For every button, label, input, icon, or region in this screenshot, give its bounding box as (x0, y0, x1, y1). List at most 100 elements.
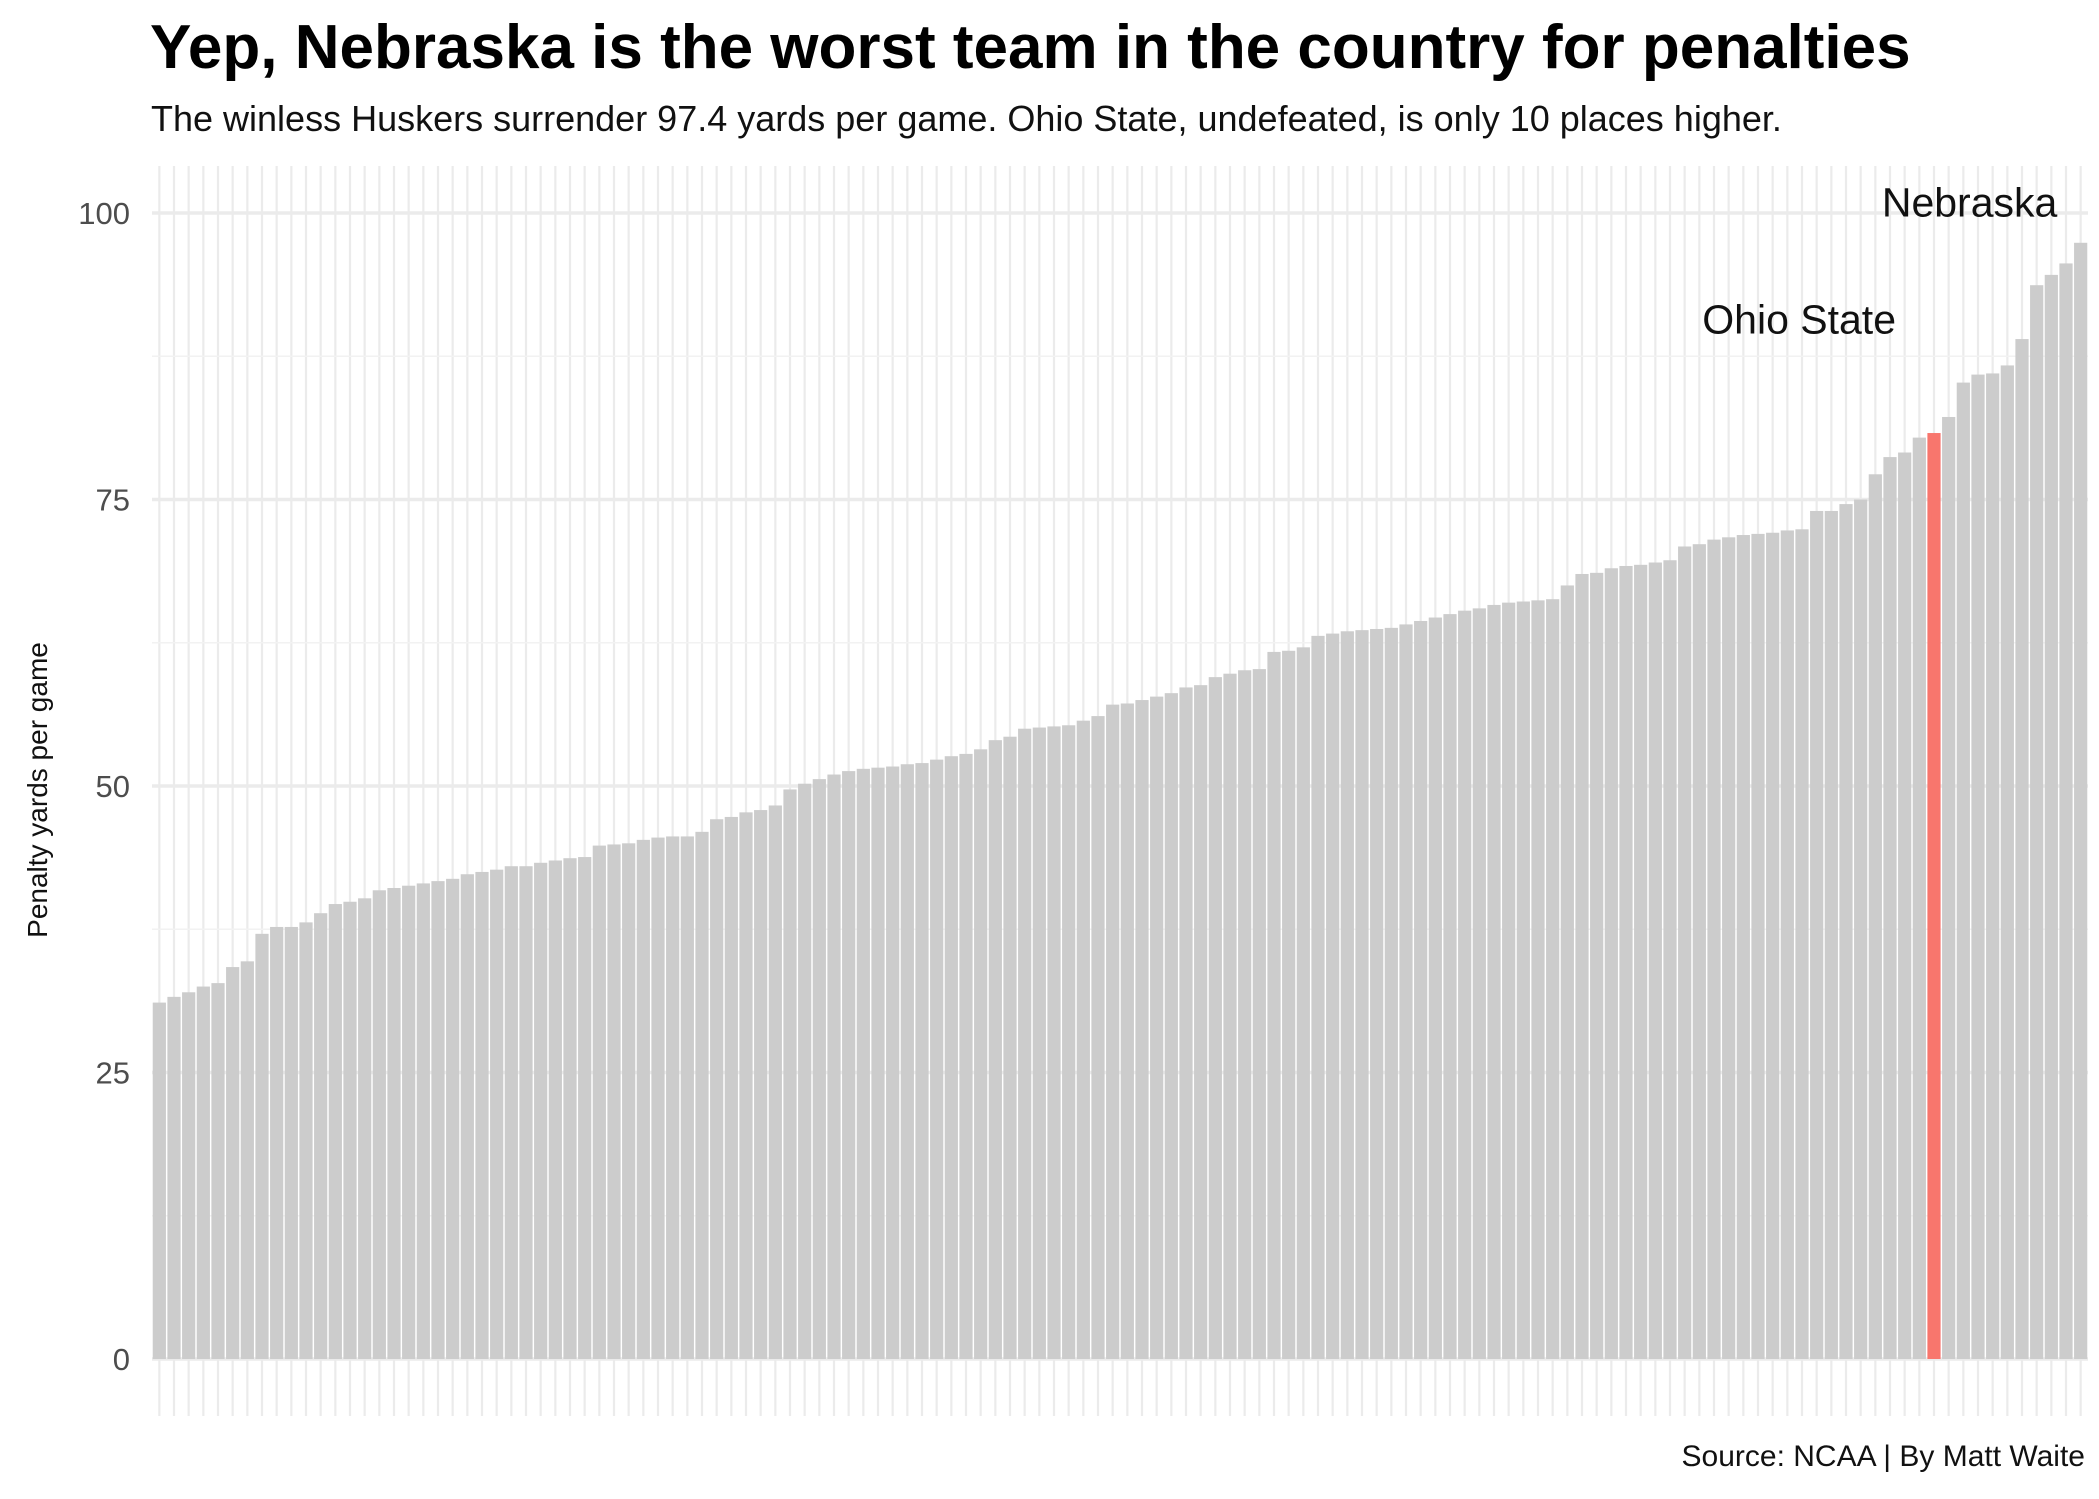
bar (1150, 696, 1164, 1359)
bar (1370, 628, 1384, 1359)
bar (475, 871, 489, 1359)
bar (2074, 242, 2088, 1359)
bar (446, 878, 460, 1359)
bar (1619, 565, 1633, 1359)
bar (299, 922, 313, 1359)
bar (827, 774, 841, 1359)
bar (240, 961, 254, 1359)
bar (739, 812, 753, 1359)
bar (1340, 631, 1354, 1359)
bar (519, 866, 533, 1359)
bar (1164, 693, 1178, 1359)
bar (1898, 452, 1912, 1359)
bar (1736, 535, 1750, 1359)
bar (754, 810, 768, 1359)
bar (710, 819, 724, 1359)
bar (871, 767, 885, 1359)
bar (1634, 564, 1648, 1359)
bar (1516, 601, 1530, 1359)
bar (1062, 725, 1076, 1359)
chart-title: Yep, Nebraska is the worst team in the c… (150, 13, 1911, 82)
bar (1883, 457, 1897, 1359)
y-axis-title: Penalty yards per game (22, 642, 53, 938)
bar (1120, 703, 1134, 1359)
bar (328, 904, 342, 1359)
bar (1472, 608, 1486, 1359)
bar (1546, 599, 1560, 1359)
bar (1223, 673, 1237, 1359)
annotation-label: Ohio State (1702, 296, 1896, 342)
bar (1047, 726, 1061, 1359)
bar (460, 874, 474, 1359)
bar (1604, 568, 1618, 1359)
bar (783, 789, 797, 1359)
bar (680, 836, 694, 1359)
bar (211, 983, 225, 1359)
highlighted-bar (1927, 433, 1941, 1360)
bar (1678, 546, 1692, 1359)
bars (152, 242, 2088, 1360)
bar (1106, 704, 1120, 1359)
bar (167, 996, 181, 1359)
bar (504, 866, 518, 1359)
bar (1384, 627, 1398, 1359)
bar (915, 763, 929, 1359)
bar (1091, 716, 1105, 1359)
bar (1355, 630, 1369, 1359)
bar (1076, 720, 1090, 1359)
y-tick-label: 50 (96, 769, 130, 804)
bar (1560, 585, 1574, 1359)
bar (1252, 669, 1266, 1359)
bar (1018, 728, 1032, 1359)
bar (974, 749, 988, 1359)
bar (900, 764, 914, 1359)
bar (1839, 504, 1853, 1360)
bar (944, 756, 958, 1359)
bar (1531, 600, 1545, 1359)
bar (1487, 604, 1501, 1359)
bar (886, 766, 900, 1359)
bar (636, 839, 650, 1359)
bar (1751, 533, 1765, 1359)
bar (724, 816, 738, 1359)
bar (1956, 382, 1970, 1359)
bar (1971, 374, 1985, 1359)
bar (1414, 620, 1428, 1359)
bar (372, 890, 386, 1359)
bar (1648, 562, 1662, 1359)
bar (798, 783, 812, 1359)
bar (1854, 499, 1868, 1359)
bar (930, 759, 944, 1359)
bar (1707, 539, 1721, 1359)
y-tick-label: 25 (96, 1056, 130, 1091)
bar (563, 858, 577, 1359)
bar (651, 837, 665, 1359)
bar (666, 836, 680, 1359)
y-axis-ticks: 0 25 50 75 100 (78, 196, 130, 1377)
bar (1575, 573, 1589, 1359)
bar (578, 857, 592, 1359)
bar (856, 768, 870, 1359)
bar (1824, 510, 1838, 1360)
bar (270, 926, 284, 1359)
bar (2059, 263, 2073, 1359)
bar (1296, 647, 1310, 1359)
bar (1458, 610, 1472, 1359)
bar (1590, 572, 1604, 1359)
bar (2000, 365, 2014, 1360)
bar (284, 926, 298, 1359)
bar (548, 860, 562, 1359)
bar (1267, 651, 1281, 1359)
bar (1194, 685, 1208, 1359)
bar (607, 844, 621, 1359)
bar (2030, 285, 2044, 1359)
annotation-label: Nebraska (1882, 179, 2058, 225)
bar (182, 992, 196, 1359)
bar (387, 887, 401, 1359)
bar (1179, 687, 1193, 1359)
bar (695, 831, 709, 1359)
bar (490, 869, 504, 1359)
bar (988, 740, 1002, 1359)
bar (1722, 537, 1736, 1359)
